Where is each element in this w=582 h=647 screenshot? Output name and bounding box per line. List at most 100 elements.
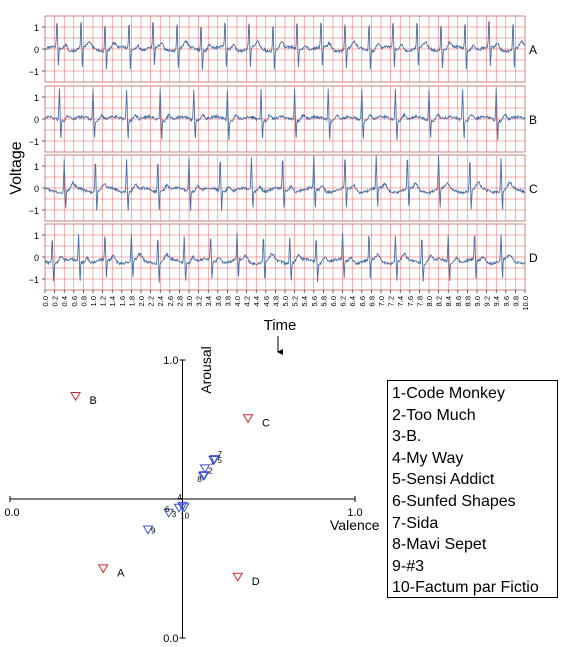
x-tick-label: 3.0: [185, 296, 194, 306]
ecg-panel: 1 0 −1 A: [29, 15, 537, 83]
song-marker: [199, 464, 211, 474]
x-tick-label: 8.6: [454, 296, 463, 306]
y-tick-label: −1: [29, 67, 39, 77]
valence-axis-label: Valence: [330, 517, 380, 533]
x-tick-label: 4.2: [243, 296, 252, 306]
x-tick-label: 2.0: [137, 296, 146, 306]
reference-point-marker: [242, 414, 254, 424]
x-tick-label: 5.0: [281, 296, 290, 306]
x-tick-label: 3.8: [223, 296, 232, 306]
x-tick-label: 6.8: [367, 296, 376, 306]
legend-item: 1-Code Monkey: [392, 385, 505, 402]
x-tick-label: 4.4: [252, 296, 261, 306]
song-marker: [142, 525, 154, 535]
legend-item: 8-Mavi Sepet: [392, 536, 487, 554]
ecg-panel: 1 0 −1 B: [29, 85, 537, 153]
x-tick-label: 5.8: [319, 296, 328, 306]
x-tick-label: 3.2: [195, 296, 204, 306]
ecg-panel: 1 0 −1 D: [29, 223, 538, 291]
y-tick-label: 1: [34, 162, 39, 172]
ecg-y-axis-label: Voltage: [8, 141, 25, 194]
x-tick-label: 9.4: [492, 296, 501, 306]
reference-point-label: B: [90, 395, 97, 407]
x-tick-label: 0.4: [60, 296, 69, 306]
x-tick-label: 7.4: [396, 296, 405, 306]
x-tick-label: 8.4: [444, 296, 453, 306]
x-tick-label: 1.8: [127, 296, 136, 306]
x-tick-label: 8.8: [463, 296, 472, 306]
y-tick-label: 0: [34, 115, 39, 125]
song-marker: [177, 501, 188, 511]
reference-point-marker: [232, 572, 244, 582]
x-tick-label: 2.2: [147, 296, 156, 306]
x-tick-label: 7.6: [406, 296, 415, 306]
song-marker: [163, 508, 175, 518]
x-tick-label: 9.0: [473, 296, 482, 306]
x-tick-label: 3.6: [214, 296, 223, 306]
y-tick-label: −1: [29, 206, 39, 216]
x-tick-label: 1.0: [347, 507, 362, 519]
reference-point-marker: [70, 392, 81, 402]
x-tick-label: 7.0: [377, 296, 386, 306]
x-tick-label: 9.6: [502, 296, 511, 306]
song-label: 10: [180, 511, 189, 520]
series-label: B: [529, 113, 537, 127]
song-label: 8: [197, 475, 202, 484]
x-tick-label: 2.6: [166, 296, 175, 306]
y-tick-label: 1: [34, 23, 39, 33]
x-tick-label: 6.6: [358, 296, 367, 306]
x-tick-label: 4.0: [233, 296, 242, 306]
song-label: 7: [218, 450, 223, 459]
legend-item: 10-Factum par Fictio: [392, 579, 539, 597]
x-tick-label: 1.0: [89, 296, 98, 306]
legend-item: 7-Sida: [392, 514, 439, 532]
song-legend: 1-Code Monkey 2-Too Much 3-B. 4-My Way 5-Sen…: [387, 380, 558, 598]
x-tick-label: 4.8: [271, 296, 280, 306]
song-marker: [178, 503, 190, 513]
ecg-panels: 1 0 −1 A 1 0 −1 B 1 0 −1 C 1 0 −1 D: [29, 15, 538, 291]
ecg-waveform: [44, 232, 526, 283]
legend-item: 5-Sensi Addict: [392, 471, 495, 489]
x-tick-label: 8.0: [425, 296, 434, 306]
x-tick-label: 7.2: [387, 296, 396, 306]
song-marker: [198, 471, 210, 481]
x-tick-label: 1.2: [99, 296, 108, 306]
y-tick-label: 1: [34, 231, 39, 241]
y-tick-label: 0: [34, 184, 39, 194]
x-tick-label: 0.0: [4, 507, 19, 519]
x-tick-label: 6.4: [348, 296, 357, 306]
y-tick-label: −1: [29, 137, 39, 147]
series-label: A: [529, 43, 537, 57]
x-tick-label: 10.0: [521, 296, 530, 311]
song-label: 9: [151, 527, 156, 536]
x-tick-label: 4.6: [262, 296, 271, 306]
x-tick-label: 9.8: [511, 296, 520, 306]
series-label: C: [529, 182, 538, 196]
legend-item: 2-Too Much: [392, 406, 476, 424]
y-tick-label: 0: [34, 45, 39, 55]
y-tick-label: 1.0: [163, 355, 178, 367]
x-tick-label: 5.6: [310, 296, 319, 306]
legend-item: 6-Sunfed Shapes: [392, 492, 516, 510]
legend-item: 9-#3: [392, 557, 425, 575]
x-tick-label: 9.2: [483, 296, 492, 306]
song-label: 2: [208, 466, 213, 475]
ecg-panel: 1 0 −1 C: [29, 154, 538, 222]
y-tick-label: 0.0: [163, 633, 178, 645]
x-tick-label: 0.0: [41, 296, 50, 306]
x-tick-label: 2.8: [175, 296, 184, 306]
x-tick-label: 1.6: [118, 296, 127, 306]
song-marker: [173, 503, 185, 513]
ecg-x-axis-label: Time: [264, 317, 297, 334]
legend-item: 3-B.: [392, 428, 422, 446]
arousal-axis-label: Arousal: [198, 346, 214, 393]
song-marker: [197, 471, 209, 481]
y-tick-label: −1: [29, 275, 39, 285]
ecg-waveform: [44, 154, 526, 212]
y-tick-label: 1: [34, 93, 39, 103]
x-tick-label: 5.2: [291, 296, 300, 306]
ecg-axes: 0.0 0.2 0.4 0.6 0.8 1.0 1.2 1.4 1.6 1.8 2.0 2.2 2.4 2…: [41, 290, 530, 311]
ecg-waveform: [44, 88, 526, 141]
x-tick-label: 2.4: [156, 296, 165, 306]
